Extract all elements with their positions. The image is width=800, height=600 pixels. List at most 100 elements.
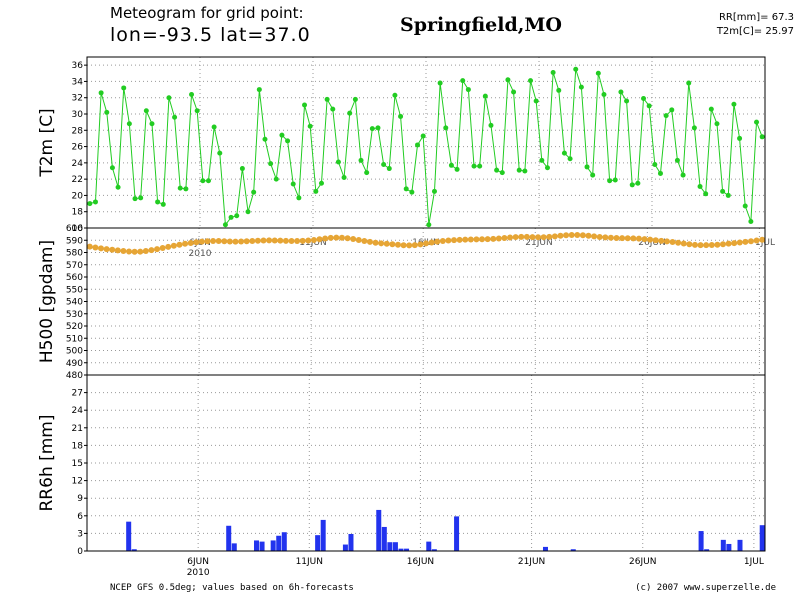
- h500-point: [434, 238, 441, 245]
- rr6h-ytick-label: 9: [77, 494, 83, 504]
- t2m-point: [352, 96, 358, 102]
- t2m-point: [138, 195, 144, 201]
- t2m-point: [544, 165, 550, 171]
- rr6h-bar: [270, 540, 276, 551]
- h500-point: [736, 239, 743, 246]
- h500-point: [310, 237, 317, 244]
- t2m-point: [663, 113, 669, 119]
- h500-point: [282, 237, 289, 244]
- t2m-point: [177, 185, 183, 191]
- t2m-point: [358, 157, 364, 163]
- t2m-point: [737, 135, 743, 141]
- rr6h-ytick-label: 3: [77, 529, 83, 539]
- t2m-point: [584, 164, 590, 170]
- h500-panel: 480 490 500 510 520 530 540 550 560 570 580 590 600 H…: [37, 224, 766, 381]
- h500-point: [462, 236, 469, 243]
- rr6h-ytick-label: 15: [72, 459, 83, 469]
- rr6h-bar: [570, 549, 576, 551]
- h500-point: [479, 236, 486, 243]
- t2m-point: [318, 180, 324, 186]
- t2m-ytick-label: 26: [72, 143, 84, 153]
- t2m-point: [482, 93, 488, 99]
- h500-point: [249, 237, 256, 244]
- t2m-point: [465, 87, 471, 93]
- rr6h-bar: [698, 531, 704, 551]
- h500-ytick-label: 590: [66, 236, 83, 246]
- t2m-point: [426, 222, 432, 228]
- t2m-ytick-label: 36: [72, 61, 84, 71]
- t2m-point: [217, 150, 223, 156]
- t2m-point: [234, 213, 240, 219]
- rr6h-bar: [720, 539, 726, 551]
- h500-point: [294, 237, 301, 244]
- h500-point: [176, 241, 183, 248]
- t2m-xtick-label: 11JUN: [299, 238, 326, 248]
- h500-ytick-label: 490: [66, 359, 83, 369]
- rr6h-bar: [342, 544, 348, 551]
- h500-point: [126, 248, 133, 255]
- h500-point: [546, 233, 553, 240]
- rr6h-bar: [759, 525, 765, 551]
- t2m-ytick-label: 34: [72, 77, 84, 87]
- t2m-point: [522, 168, 528, 174]
- h500-point: [120, 248, 127, 255]
- t2m-point: [285, 138, 291, 144]
- h500-point: [535, 234, 542, 241]
- rr6h-ytick-label: 27: [72, 389, 83, 399]
- t2m-point: [657, 170, 663, 176]
- h500-point: [423, 240, 429, 247]
- t2m-point: [646, 103, 652, 109]
- t2m-point: [149, 121, 155, 127]
- h500-point: [355, 237, 362, 244]
- t2m-point: [488, 122, 494, 128]
- t2m-point: [392, 92, 398, 98]
- h500-point: [350, 236, 357, 243]
- t2m-point: [669, 107, 675, 113]
- t2m-point: [194, 108, 200, 114]
- t2m-point: [431, 188, 437, 194]
- h500-axis-label: H500 [gpdam]: [37, 240, 57, 363]
- t2m-point: [505, 77, 511, 83]
- t2m-ytick-label: 30: [72, 110, 84, 120]
- t2m-point: [618, 89, 624, 95]
- rr6h-bar: [737, 539, 743, 551]
- t2m-point: [296, 195, 302, 201]
- t2m-point: [629, 182, 635, 188]
- t2m-point: [87, 201, 93, 207]
- rr6h-plot-frame: [86, 374, 766, 552]
- t2m-point: [607, 178, 613, 184]
- h500-point: [624, 235, 631, 242]
- rr6h-bar: [426, 541, 432, 551]
- h500-point: [747, 238, 754, 245]
- rr6h-ytick-label: 0: [77, 547, 83, 557]
- t2m-point: [697, 183, 703, 189]
- h500-point: [691, 241, 698, 248]
- h500-ytick-label: 600: [66, 224, 83, 234]
- h500-point: [238, 238, 245, 245]
- t2m-point: [98, 90, 104, 96]
- h500-point: [428, 239, 435, 246]
- t2m-point: [550, 69, 556, 75]
- t2m-point: [109, 165, 115, 171]
- t2m-point: [448, 162, 454, 168]
- h500-point: [456, 236, 463, 243]
- h500-point: [137, 248, 144, 255]
- h500-point: [512, 234, 519, 241]
- t2m-point: [612, 177, 618, 183]
- rr6h-xtick-label: 11JUN: [296, 557, 323, 567]
- h500-point: [708, 242, 715, 249]
- t2m-point: [386, 166, 392, 172]
- h500-point: [226, 238, 233, 245]
- h500-point: [647, 236, 654, 243]
- t2m-point: [703, 191, 709, 197]
- h500-point: [86, 243, 93, 250]
- h500-point: [635, 235, 642, 242]
- t2m-point: [511, 89, 517, 95]
- h500-point: [551, 233, 558, 240]
- h500-point: [630, 235, 637, 242]
- h500-point: [187, 239, 194, 246]
- h500-point: [389, 241, 396, 248]
- h500-point: [501, 235, 508, 242]
- h500-point: [210, 237, 217, 244]
